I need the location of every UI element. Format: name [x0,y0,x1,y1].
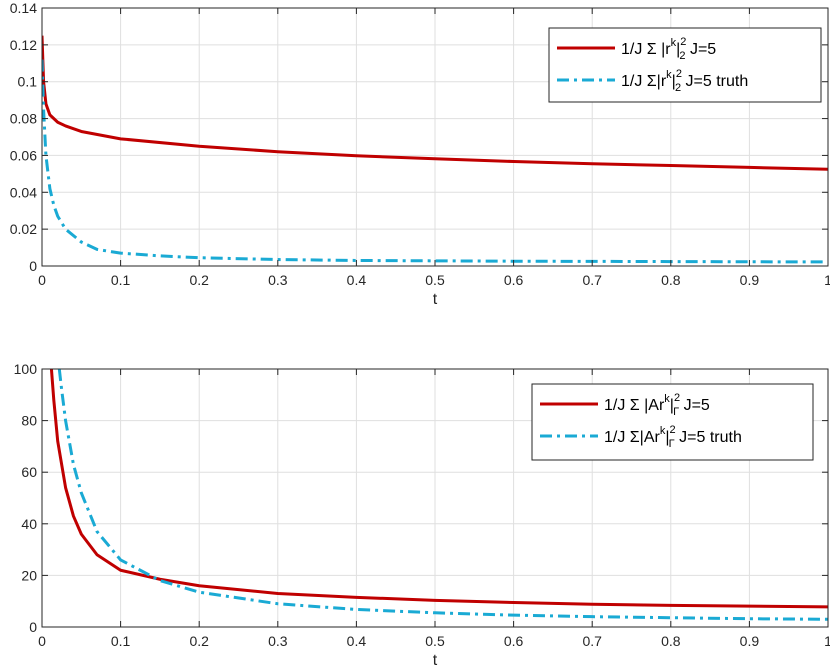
legend-text-prefix: 1/J Σ |r [621,41,671,58]
x-tick-label: 0.6 [504,633,524,649]
y-tick-label: 100 [14,361,38,377]
x-tick-label: 0.9 [740,272,760,288]
y-tick-label: 0 [29,258,37,274]
y-tick-label: 60 [21,464,37,480]
x-tick-label: 1 [824,272,830,288]
legend: 1/J Σ |rk|2 2 J=51/J Σ|rk|2 2 J=5 truth [548,27,822,103]
grid [42,369,828,627]
legend-box [531,383,814,461]
y-tick-label: 80 [21,413,37,429]
legend-entry-1: 1/J Σ |rk|2 2 J=5 [621,36,716,62]
legend-text-sub: Γ [669,438,675,450]
y-tick-label: 0.06 [10,147,37,163]
axes: 0 0.1 0.2 0.3 0.4 0.5 0.6 0.7 0.8 0.9 1 0 20 40 60 80 10… [14,361,830,649]
legend-text-sub: 2 [679,50,685,62]
legend-text-mid: | [676,41,680,58]
legend-text-suffix: J=5 truth [681,73,748,90]
series-line-1 [49,369,828,609]
legend-text-sup1: k [664,393,670,405]
y-tick-label: 0.04 [10,184,37,200]
legend-text-sup2: 2 [676,68,682,80]
legend-text-mid: | [672,73,676,90]
x-tick-label: 0.8 [661,633,681,649]
legend-text-suffix: J=5 [686,41,717,58]
legend-text-sub: 2 [675,82,681,94]
x-tick-label: 0.8 [661,272,681,288]
legend-text-sub: Γ [673,406,679,418]
x-axis-label: t [433,291,438,308]
y-tick-label: 0.02 [10,221,37,237]
x-tick-label: 0.1 [111,272,131,288]
legend-text-suffix: J=5 truth [675,429,742,446]
y-tick-label: 0.14 [10,0,37,16]
legend: 1/J Σ |Ark|2 Γ J=51/J Σ|Ark|2 Γ J=5 truth [531,383,814,461]
y-tick-label: 0.1 [18,74,38,90]
x-tick-label: 0.9 [740,633,760,649]
legend-text-sup2: 2 [680,36,686,48]
bottom-chart-panel: 0 0.1 0.2 0.3 0.4 0.5 0.6 0.7 0.8 0.9 1 0 20 40 60 80 10… [14,361,830,669]
legend-text-sup1: k [671,37,677,49]
legend-text-sup2: 2 [670,424,676,436]
x-tick-label: 0 [38,272,46,288]
x-tick-label: 0.5 [425,633,445,649]
x-tick-label: 0.2 [189,272,209,288]
legend-entry-2: 1/J Σ|rk|2 2 J=5 truth [621,68,748,94]
legend-text-sup1: k [666,69,672,81]
x-tick-label: 0.4 [347,272,367,288]
legend-text-prefix: 1/J Σ |Ar [604,397,665,414]
x-tick-label: 0.5 [425,272,445,288]
legend-text-mid: | [665,429,669,446]
legend-text-prefix: 1/J Σ|r [621,73,667,90]
legend-entry-1: 1/J Σ |Ark|2 Γ J=5 [604,392,710,418]
legend-text-mid: | [670,397,674,414]
legend-box [548,27,822,103]
top-chart-panel: 0 0.1 0.2 0.3 0.4 0.5 0.6 0.7 0.8 0.9 1 0 0.02 0.04 0.… [10,0,830,308]
y-tick-label: 0.12 [10,37,37,53]
x-tick-label: 1 [824,633,830,649]
x-tick-label: 0.7 [582,272,602,288]
x-tick-label: 0 [38,633,46,649]
legend-text-suffix: J=5 [679,397,710,414]
legend-text-sup2: 2 [674,392,680,404]
axes: 0 0.1 0.2 0.3 0.4 0.5 0.6 0.7 0.8 0.9 1 0 0.02 0.04 0.… [10,0,830,288]
series-line-1 [42,35,828,171]
series-line-2 [42,59,828,264]
y-tick-label: 0.08 [10,111,37,127]
series-line-2 [57,369,828,621]
x-tick-label: 0.3 [268,272,288,288]
y-tick-label: 0 [29,619,37,635]
x-tick-label: 0.1 [111,633,131,649]
y-tick-label: 40 [21,516,37,532]
y-tick-label: 20 [21,567,37,583]
x-tick-label: 0.2 [189,633,209,649]
x-tick-label: 0.4 [347,633,367,649]
x-tick-label: 0.7 [582,633,602,649]
x-tick-label: 0.6 [504,272,524,288]
legend-text-sup1: k [660,425,666,437]
legend-entry-2: 1/J Σ|Ark|2 Γ J=5 truth [604,424,742,450]
legend-text-prefix: 1/J Σ|Ar [604,429,661,446]
x-tick-label: 0.3 [268,633,288,649]
x-axis-label: t [433,652,438,669]
